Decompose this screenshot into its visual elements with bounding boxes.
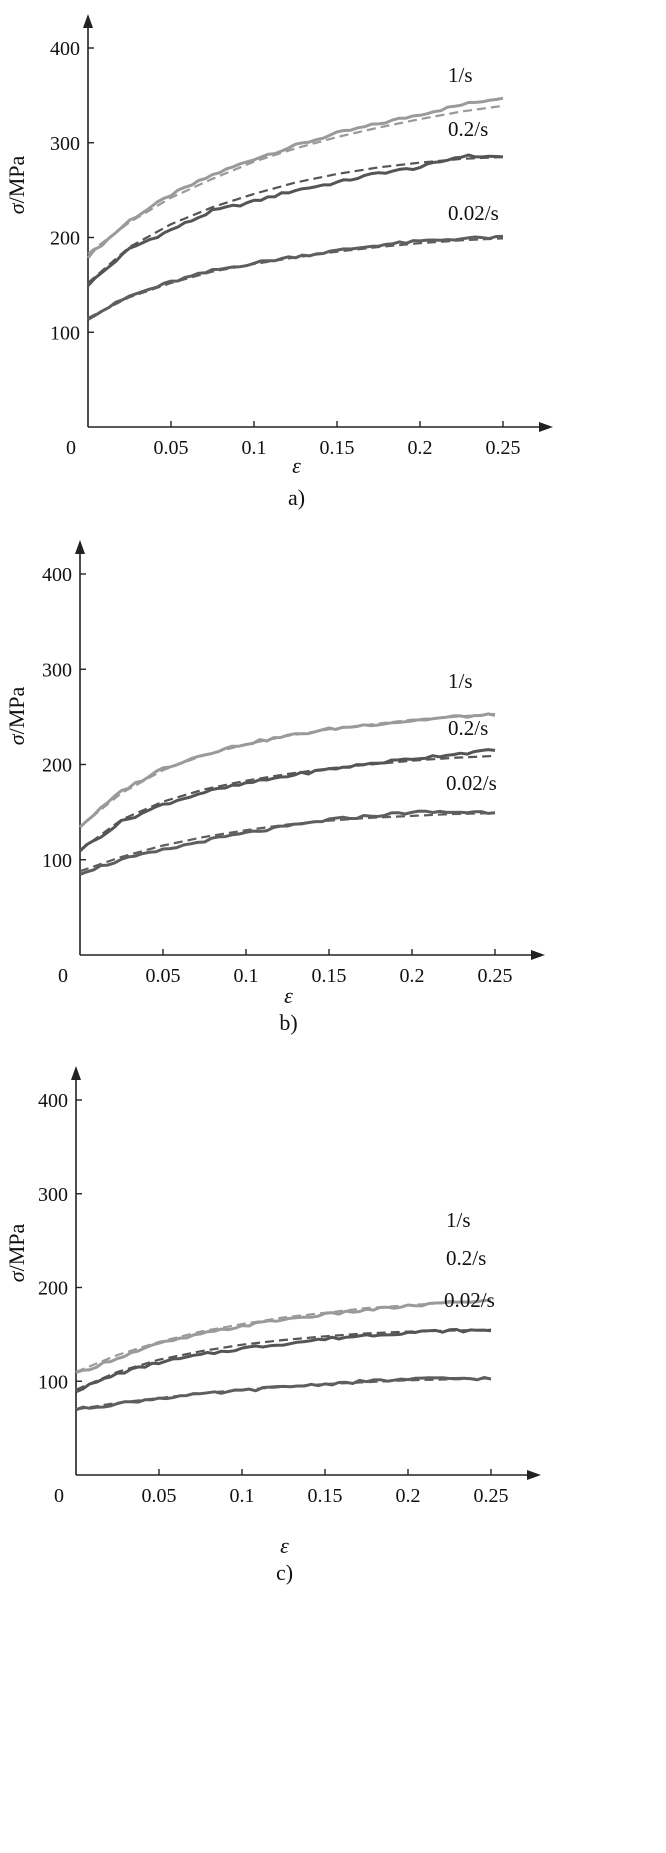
y-tick-label: 100 [42,850,72,872]
x-tick-label: 0.25 [478,965,513,987]
y-tick-label: 300 [50,133,80,155]
fitted-curve [79,754,496,852]
series-1-s: 1/s [75,1208,492,1374]
y-tick-label: 100 [38,1371,68,1393]
measured-curve [75,1327,492,1394]
series-0-2-s: 0.2/s [86,117,504,287]
series-label: 1/s [448,669,473,693]
x-tick-label: 0.15 [312,965,347,987]
panel-label: c) [276,1560,293,1585]
x-tick-label: 0.05 [146,965,181,987]
panel-label: a) [288,485,305,510]
x-tick-label: 0.25 [486,437,521,459]
measured-curve [87,234,504,321]
y-axis-arrow-icon [83,14,93,28]
y-tick-label: 400 [38,1090,68,1112]
x-axis-title: ε [292,453,301,478]
x-axis-title: ε [284,983,293,1008]
measured-curve [86,153,504,287]
fitted-curve [75,1299,492,1373]
panels-container: 0 0.05 0.1 0.15 0.2 0.25 100 200 300 400 ε σ/MPa 1/s… [4,14,553,1585]
series-0-2-s: 0.2/s [78,716,496,853]
chart-panel-c: 0 0.05 0.1 0.15 0.2 0.25 100 200 300 400 ε σ/MPa 1/s… [4,1066,541,1585]
y-tick-label: 400 [50,38,80,60]
y-tick-label: 400 [42,564,72,586]
fitted-curve [87,155,504,284]
x-tick-label: 0.2 [408,437,433,459]
x-tick-label: 0 [58,965,68,987]
series-1-s: 1/s [78,669,496,829]
x-axis-arrow-icon [539,422,553,432]
y-axis-arrow-icon [71,1066,81,1080]
x-tick-label: 0.1 [234,965,259,987]
x-tick-label: 0.25 [474,1485,509,1507]
x-axis-arrow-icon [527,1470,541,1480]
y-tick-label: 200 [50,228,80,250]
x-tick-label: 0 [66,437,76,459]
x-axis-arrow-icon [531,950,545,960]
y-tick-label: 200 [38,1278,68,1300]
series-label: 0.02/s [448,201,499,225]
series-label: 0.2/s [446,1246,486,1270]
x-tick-label: 0.1 [230,1485,255,1507]
series-0-02-s: 0.02/s [79,771,497,876]
x-tick-label: 0 [54,1485,64,1507]
y-tick-label: 200 [42,755,72,777]
series-label: 0.2/s [448,117,488,141]
chart-panel-b: 0 0.05 0.1 0.15 0.2 0.25 100 200 300 400 ε σ/MPa 1/s… [4,540,545,1035]
fitted-curve [79,812,496,873]
series-1-s: 1/s [86,63,504,259]
x-tick-label: 0.05 [154,437,189,459]
y-axis-title: σ/MPa [4,156,29,215]
y-tick-label: 300 [42,659,72,681]
measured-curve [78,748,496,853]
series-label: 0.02/s [446,771,497,795]
measured-curve [86,96,504,259]
series-label: 1/s [446,1208,471,1232]
measured-curve [78,712,496,829]
x-tick-label: 0.2 [396,1485,421,1507]
measured-curve [75,1298,492,1374]
y-tick-label: 100 [50,322,80,344]
y-axis-arrow-icon [75,540,85,554]
series-0-02-s: 0.02/s [75,1288,495,1412]
x-tick-label: 0.2 [400,965,425,987]
y-axis-title: σ/MPa [4,1224,29,1283]
y-axis-title: σ/MPa [4,687,29,746]
fitted-curve [87,237,504,319]
measured-curve [79,809,496,876]
fitted-curve [87,104,504,255]
measured-curve [75,1376,492,1412]
series-label: 0.2/s [448,716,488,740]
x-tick-label: 0.05 [142,1485,177,1507]
y-tick-label: 300 [38,1184,68,1206]
panel-label: b) [279,1010,297,1035]
chart-panel-a: 0 0.05 0.1 0.15 0.2 0.25 100 200 300 400 ε σ/MPa 1/s… [4,14,553,510]
x-axis-title: ε [280,1533,289,1558]
x-tick-label: 0.15 [308,1485,343,1507]
series-label: 0.02/s [444,1288,495,1312]
series-0-02-s: 0.02/s [87,201,504,321]
series-label: 1/s [448,63,473,87]
series-0-2-s: 0.2/s [75,1246,492,1394]
x-tick-label: 0.15 [320,437,355,459]
fitted-curve [75,1377,492,1411]
x-tick-label: 0.1 [242,437,267,459]
